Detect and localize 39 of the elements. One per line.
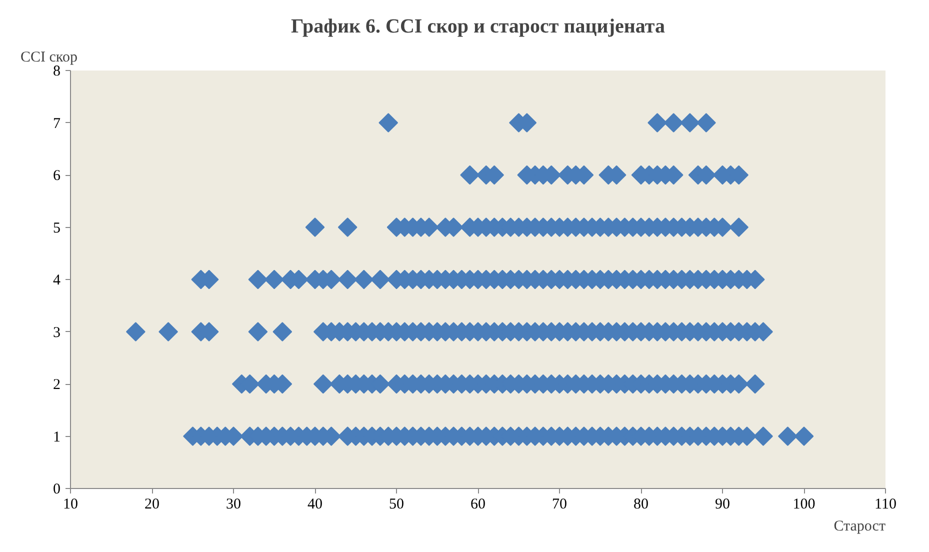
y-tick-label: 5 (53, 220, 60, 236)
point (664, 113, 684, 132)
point (648, 113, 667, 132)
point (460, 165, 480, 185)
point (370, 270, 390, 290)
chart-title: График 6. CCI скор и старост пацијената (291, 16, 665, 38)
y-tick-label: 3 (53, 324, 60, 341)
y-tick-label: 0 (53, 482, 60, 498)
point (745, 374, 765, 394)
y-tick-label: 1 (53, 429, 60, 446)
x-tick-label: 60 (470, 496, 486, 512)
point (313, 374, 333, 394)
y-tick-label: 8 (53, 64, 60, 80)
x-tick-label: 80 (634, 496, 648, 512)
x-tick-label: 20 (144, 496, 160, 512)
point (305, 218, 325, 237)
point (338, 270, 358, 290)
x-tick-label: 110 (874, 496, 896, 512)
y-tick-label: 6 (53, 168, 61, 184)
x-tick-label: 100 (792, 496, 816, 512)
x-tick-label: 90 (715, 496, 730, 512)
x-tick-label: 40 (308, 496, 322, 512)
x-tick-label: 50 (389, 496, 404, 512)
point (680, 113, 700, 132)
point (378, 113, 398, 132)
y-tick-label: 2 (53, 377, 60, 393)
point (354, 270, 374, 290)
point (264, 270, 284, 290)
x-tick-label: 30 (226, 496, 241, 512)
y-tick-label: 7 (53, 116, 61, 132)
point (696, 113, 716, 132)
y-axis-title: CCI скор (20, 50, 78, 66)
point (729, 218, 748, 237)
y-tick-label: 4 (53, 272, 61, 288)
point (338, 218, 358, 237)
x-tick-label: 10 (63, 496, 78, 512)
point (248, 270, 268, 290)
x-axis-title: Старост (834, 518, 886, 534)
x-tick-label: 70 (552, 496, 567, 512)
